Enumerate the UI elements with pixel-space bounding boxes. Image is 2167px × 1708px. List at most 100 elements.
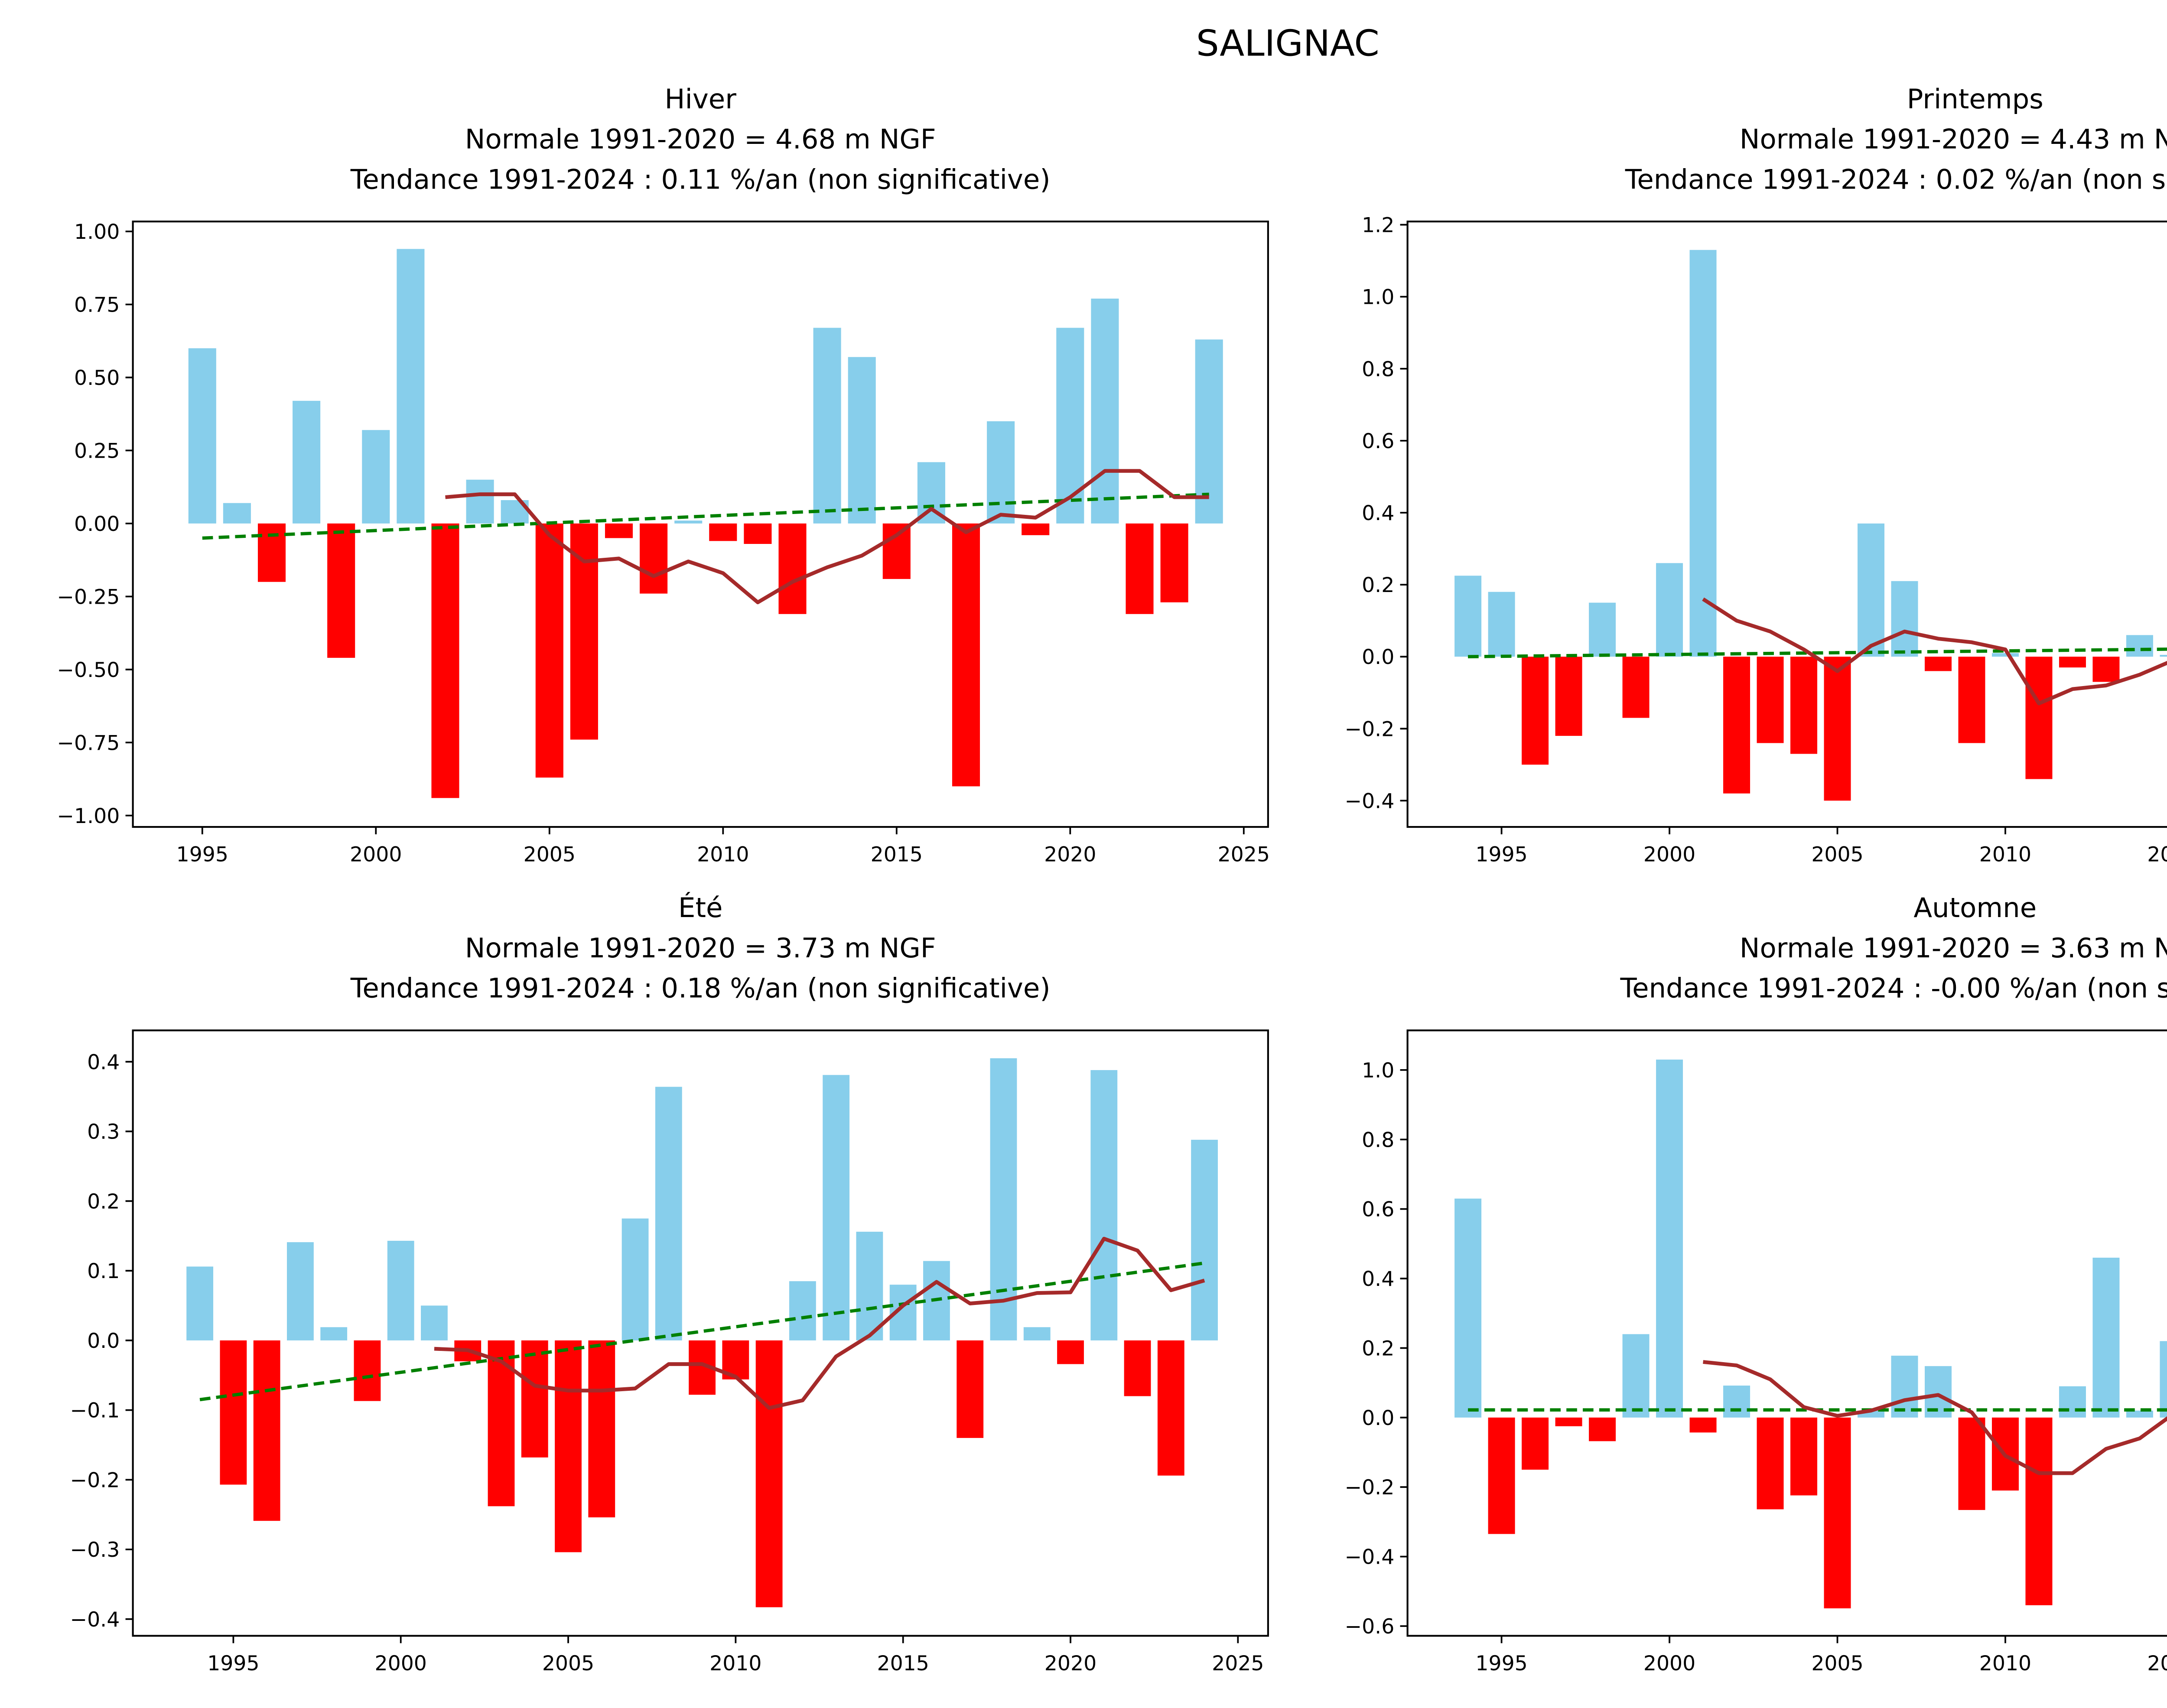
bar-negative — [1522, 657, 1549, 765]
panel-title: Automne — [1913, 892, 2037, 924]
bar-negative — [709, 523, 737, 541]
x-tick-label: 1995 — [207, 1652, 259, 1675]
panel-normal-subtitle: Normale 1991-2020 = 3.73 m NGF — [465, 932, 936, 964]
bar-negative — [1723, 657, 1751, 794]
bar-negative — [1555, 657, 1582, 736]
y-tick-label: −1.00 — [57, 804, 120, 828]
x-tick-label: 2010 — [1979, 1652, 2031, 1675]
bar-negative — [1824, 1417, 1851, 1609]
panel-normal-subtitle: Normale 1991-2020 = 4.68 m NGF — [465, 124, 936, 155]
x-tick-label: 2020 — [1044, 843, 1096, 867]
x-tick-label: 2005 — [1811, 843, 1863, 867]
y-tick-label: 0.2 — [1362, 1337, 1394, 1360]
bar-positive — [1656, 563, 1683, 657]
bar-negative — [535, 523, 563, 778]
bar-positive — [1195, 339, 1223, 524]
axes-frame — [1406, 220, 2167, 828]
bar-positive — [1723, 1386, 1751, 1418]
panel-trend-subtitle: Tendance 1991-2024 : -0.00 %/an (non sig… — [1620, 973, 2167, 1004]
bar-positive — [287, 1242, 314, 1340]
panel-normal-subtitle: Normale 1991-2020 = 4.43 m NGF — [1740, 124, 2167, 155]
x-tick-label: 1995 — [1475, 1652, 1527, 1675]
bar-negative — [521, 1340, 548, 1457]
bar-positive — [2126, 1410, 2153, 1418]
bar-negative — [1126, 523, 1154, 614]
bar-positive — [1689, 250, 1717, 657]
bar-positive — [674, 521, 703, 524]
bar-negative — [1958, 657, 1985, 743]
bar-negative — [744, 523, 772, 544]
x-tick-label: 2005 — [524, 843, 576, 867]
bar-positive — [621, 1218, 649, 1340]
y-tick-label: 0.4 — [1362, 501, 1394, 525]
bar-negative — [1022, 523, 1050, 535]
bar-positive — [186, 1266, 214, 1340]
bar-positive — [789, 1281, 816, 1340]
moving-average-line — [1702, 597, 2167, 706]
bar-positive — [990, 1058, 1017, 1340]
bar-negative — [2059, 657, 2086, 668]
y-tick-label: 0.0 — [1362, 645, 1394, 669]
axes-frame — [132, 1029, 1269, 1637]
y-tick-label: 0.8 — [1362, 1128, 1394, 1152]
bar-negative — [1924, 657, 1952, 671]
bar-negative — [588, 1340, 615, 1518]
bar-negative — [1157, 1340, 1184, 1476]
x-tick-label: 2010 — [709, 1652, 761, 1675]
y-tick-label: −0.2 — [1344, 717, 1394, 741]
y-tick-label: 0.00 — [74, 512, 120, 536]
panel-trend-subtitle: Tendance 1991-2024 : 0.02 %/an (non sign… — [1625, 163, 2167, 195]
y-tick-label: −0.75 — [57, 731, 120, 755]
y-tick-label: 0.25 — [74, 439, 120, 463]
bar-negative — [1488, 1417, 1515, 1534]
bar-negative — [431, 523, 459, 798]
bar-positive — [1454, 576, 1482, 657]
bar-negative — [2092, 657, 2120, 682]
bar-positive — [362, 430, 390, 524]
bar-positive — [2160, 1341, 2167, 1418]
bar-positive — [848, 357, 876, 524]
bar-positive — [1891, 581, 1918, 657]
bar-negative — [488, 1340, 515, 1506]
y-tick-label: 0.0 — [87, 1329, 120, 1353]
y-tick-label: 1.0 — [1362, 286, 1394, 309]
bar-negative — [778, 523, 807, 614]
panel-title: Hiver — [665, 83, 737, 115]
x-tick-label: 2015 — [871, 843, 923, 867]
bar-negative — [220, 1340, 247, 1485]
y-tick-label: 0.1 — [87, 1259, 120, 1283]
bar-positive — [421, 1305, 448, 1340]
bar-negative — [1958, 1417, 1985, 1510]
bar-negative — [555, 1340, 582, 1552]
bar-positive — [1023, 1327, 1051, 1340]
panel-title: Printemps — [1907, 83, 2043, 115]
y-tick-label: −0.2 — [1344, 1476, 1394, 1500]
bar-positive — [1589, 602, 1616, 657]
bar-positive — [223, 503, 251, 524]
y-tick-label: −0.3 — [70, 1538, 120, 1562]
panel-printemps: Printemps Normale 1991-2020 = 4.43 m NGF T… — [1344, 83, 2167, 867]
y-tick-label: 1.0 — [1362, 1059, 1394, 1083]
bar-negative — [1790, 1417, 1818, 1496]
bar-positive — [1622, 1334, 1650, 1418]
trend-line — [1468, 647, 2167, 658]
x-tick-label: 2000 — [1643, 843, 1695, 867]
bar-negative — [1757, 657, 1784, 743]
bar-negative — [1522, 1417, 1549, 1470]
bar-positive — [823, 1075, 850, 1340]
bar-negative — [1124, 1340, 1151, 1396]
bar-negative — [1622, 657, 1650, 718]
moving-average-line — [434, 1236, 1205, 1410]
bar-negative — [957, 1340, 984, 1438]
x-tick-label: 1995 — [176, 843, 228, 867]
bar-positive — [856, 1232, 883, 1340]
x-tick-label: 2010 — [1979, 843, 2031, 867]
bar-negative — [1689, 1417, 1717, 1433]
y-tick-label: 0.4 — [87, 1051, 120, 1074]
bar-positive — [813, 328, 841, 524]
x-tick-label: 2005 — [542, 1652, 594, 1675]
bar-negative — [354, 1340, 381, 1401]
bar-positive — [1656, 1059, 1683, 1418]
bar-negative — [257, 523, 286, 582]
bar-positive — [1858, 523, 1884, 657]
